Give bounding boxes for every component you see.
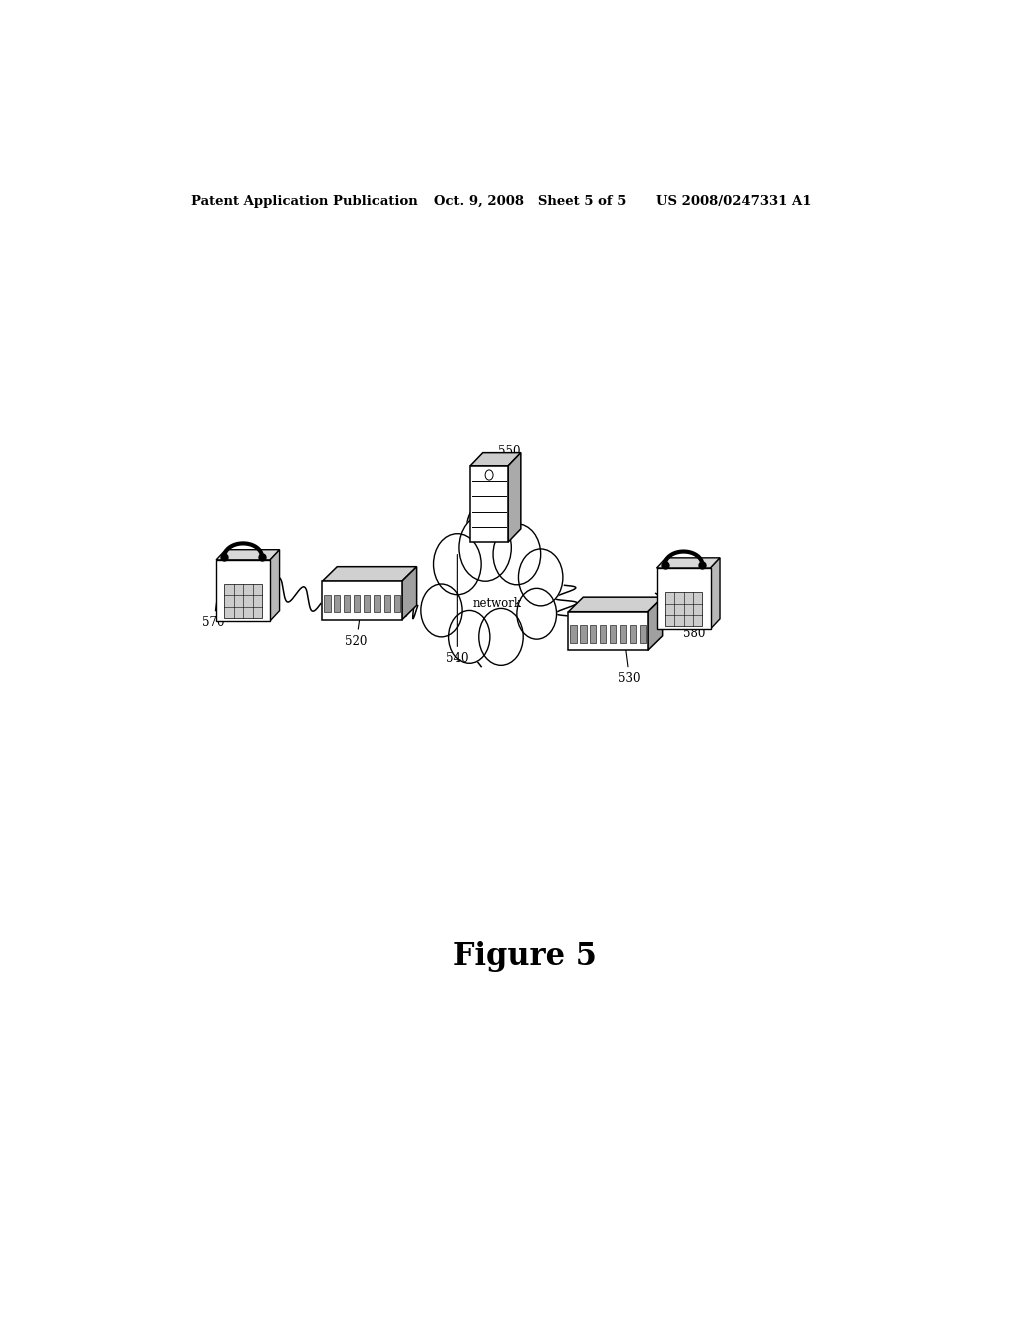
Bar	[384, 595, 390, 612]
Circle shape	[433, 533, 481, 595]
Polygon shape	[216, 549, 280, 560]
Text: 550: 550	[498, 445, 520, 540]
Circle shape	[494, 524, 541, 585]
Polygon shape	[711, 558, 720, 630]
Bar	[364, 595, 371, 612]
Circle shape	[479, 609, 523, 665]
Polygon shape	[401, 566, 417, 620]
Bar	[630, 626, 636, 643]
Polygon shape	[470, 466, 508, 543]
Circle shape	[518, 549, 563, 606]
Bar	[354, 595, 360, 612]
Bar	[620, 626, 627, 643]
Text: US 2008/0247331 A1: US 2008/0247331 A1	[655, 195, 811, 209]
Bar	[334, 595, 341, 612]
Bar	[581, 626, 587, 643]
Polygon shape	[648, 597, 663, 651]
Text: 570: 570	[203, 554, 225, 630]
Text: network: network	[472, 598, 521, 610]
Text: 540: 540	[446, 554, 469, 665]
Text: Patent Application Publication: Patent Application Publication	[191, 195, 418, 209]
Polygon shape	[470, 453, 521, 466]
Text: Figure 5: Figure 5	[453, 941, 597, 972]
Text: 580: 580	[683, 576, 715, 640]
Text: 530: 530	[618, 609, 641, 685]
Polygon shape	[323, 566, 417, 581]
Polygon shape	[508, 453, 521, 543]
Circle shape	[459, 513, 511, 581]
Bar	[325, 595, 331, 612]
Ellipse shape	[433, 554, 553, 647]
Polygon shape	[216, 560, 270, 620]
Polygon shape	[656, 568, 711, 630]
Circle shape	[485, 470, 494, 480]
Bar	[640, 626, 646, 643]
Text: 520: 520	[345, 578, 368, 648]
Bar	[344, 595, 350, 612]
Bar	[374, 595, 380, 612]
Bar	[393, 595, 400, 612]
Bar	[590, 626, 596, 643]
Circle shape	[421, 583, 462, 636]
Polygon shape	[568, 611, 648, 651]
Bar	[224, 585, 262, 618]
Polygon shape	[323, 581, 401, 620]
Circle shape	[517, 589, 557, 639]
Circle shape	[449, 610, 489, 663]
Bar	[665, 593, 702, 626]
Text: Oct. 9, 2008   Sheet 5 of 5: Oct. 9, 2008 Sheet 5 of 5	[433, 195, 626, 209]
Polygon shape	[656, 558, 720, 568]
Polygon shape	[270, 549, 280, 620]
Bar	[610, 626, 616, 643]
Bar	[600, 626, 606, 643]
Bar	[570, 626, 577, 643]
Polygon shape	[568, 597, 663, 611]
